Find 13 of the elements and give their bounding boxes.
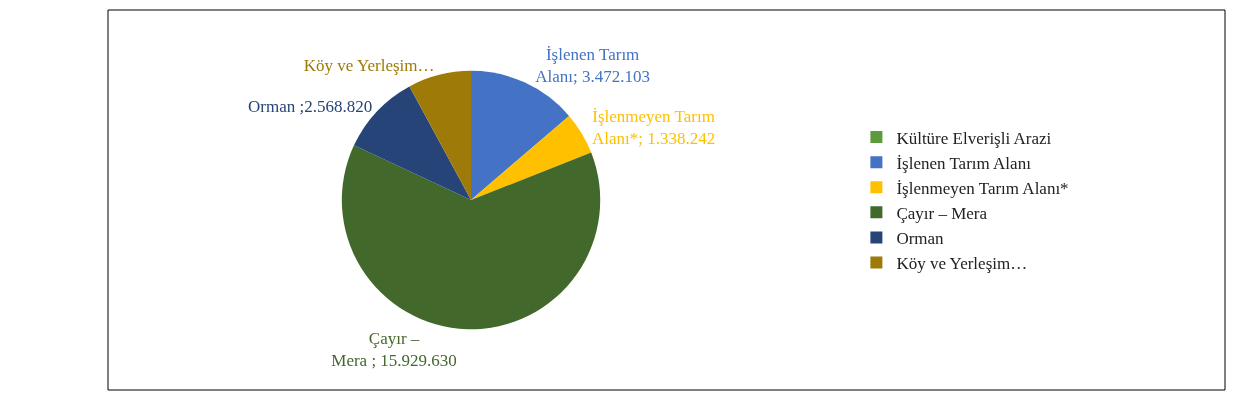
legend-label: Orman bbox=[896, 229, 945, 249]
data-label: İşlenmeyen Tarım Alanı*; 1.338.242 bbox=[591, 107, 716, 149]
data-label: Orman ;2.568.820 bbox=[248, 97, 373, 117]
pie-slice bbox=[342, 145, 601, 330]
pie-slice bbox=[471, 115, 592, 200]
data-label: İşlenen Tarım Alanı; 3.472.103 bbox=[535, 45, 651, 87]
legend-label: İşlenmeyen Tarım Alanı* bbox=[896, 178, 1069, 198]
legend-label: Çayır – Mera bbox=[896, 203, 988, 223]
data-label: Köy ve Yerleşim… bbox=[303, 56, 435, 76]
legend-label: İşlenen Tarım Alanı bbox=[896, 153, 1032, 173]
legend-label: Köy ve Yerleşim… bbox=[896, 254, 1028, 274]
legend-label: Kültüre Elverişli Arazi bbox=[896, 128, 1052, 148]
data-label: Çayır – Mera ; 15.929.630 bbox=[331, 329, 457, 371]
